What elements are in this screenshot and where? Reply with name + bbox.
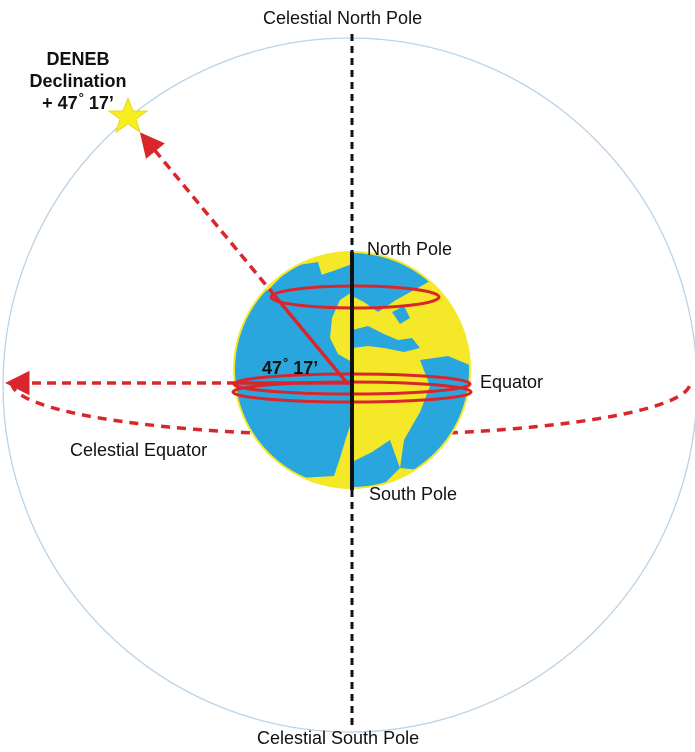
angle-degrees: 47 <box>262 358 283 378</box>
deneb-caption: Declination <box>29 71 127 91</box>
arctic-circle-ring <box>269 284 441 310</box>
deneb-arrow <box>139 132 277 298</box>
celestial-north-pole-label: Celestial North Pole <box>263 8 423 28</box>
angle-minutes: 17’ <box>293 358 319 378</box>
ocean-caspian <box>392 306 410 324</box>
south-pole-label: South Pole <box>369 484 458 504</box>
deneb-degree-symbol: ° <box>78 90 84 105</box>
ocean-greenland-gap <box>268 262 322 290</box>
deneb-declination: + 47° 17’ <box>14 90 142 116</box>
deneb-star-icon <box>107 96 149 134</box>
ocean-north-east <box>352 252 432 312</box>
deneb-direction-solid <box>273 294 349 385</box>
angle-degree-symbol: ° <box>283 355 289 370</box>
deneb-declination-minutes: 17’ <box>88 93 114 113</box>
north-pole-label: North Pole <box>367 239 453 259</box>
equator-label: Equator <box>480 372 544 392</box>
ocean-west <box>234 264 352 478</box>
angle-label: 47° 17’ <box>262 355 319 379</box>
celestial-equator-label: Celestial Equator <box>70 440 208 460</box>
deneb-label-block: DENEB Declination + 47° 17’ <box>14 48 142 116</box>
deneb-declination-degrees: + 47 <box>42 93 78 113</box>
ocean-east-mediterranean <box>352 326 420 352</box>
celestial-south-pole-label: Celestial South Pole <box>257 728 420 748</box>
ocean-south-east <box>352 440 400 488</box>
celestial-sphere-outline <box>2 37 695 733</box>
deneb-name: DENEB <box>46 49 110 69</box>
earth-globe <box>233 251 471 489</box>
celestial-equator-ring <box>10 382 692 437</box>
